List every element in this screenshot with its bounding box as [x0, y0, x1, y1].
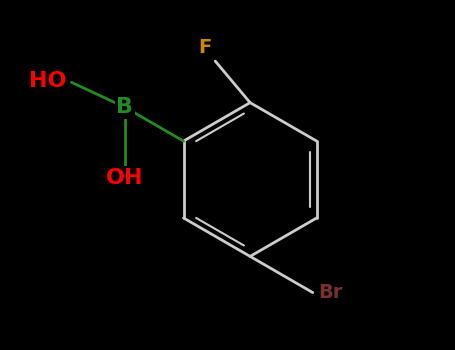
Text: HO: HO	[30, 70, 67, 91]
Text: Br: Br	[318, 283, 343, 302]
Text: F: F	[198, 38, 212, 57]
Text: OH: OH	[106, 168, 143, 188]
Text: B: B	[116, 97, 133, 117]
